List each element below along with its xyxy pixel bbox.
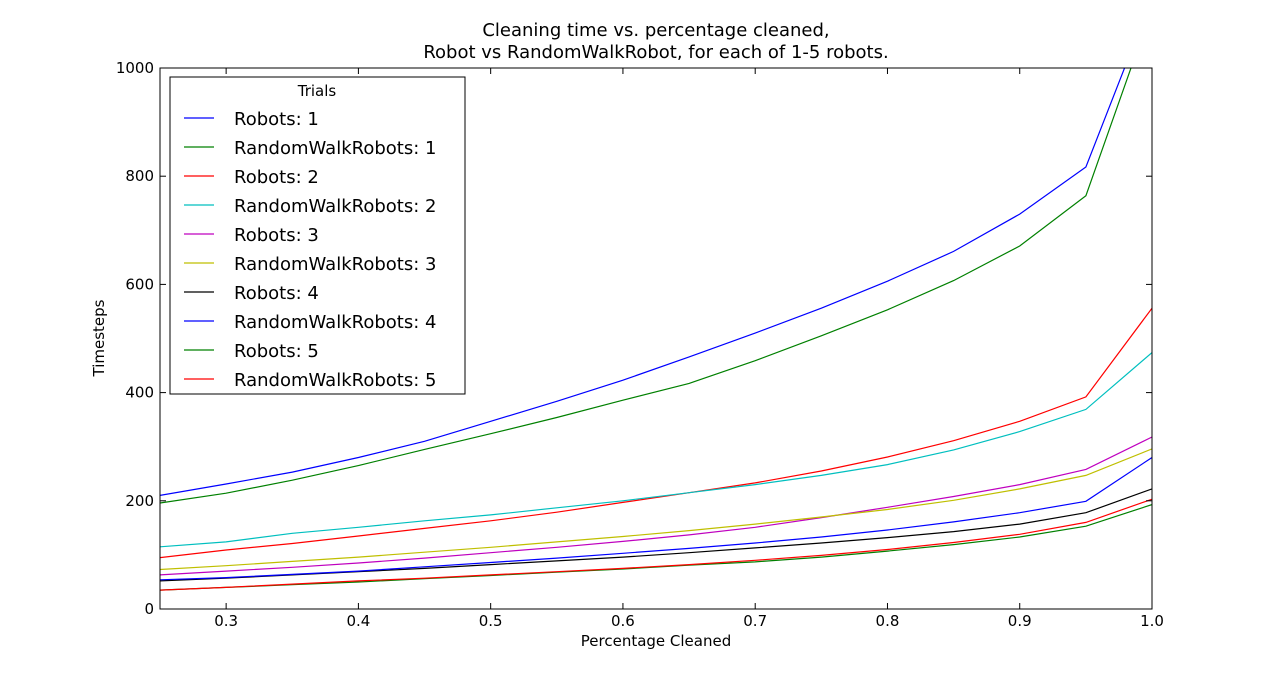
legend-label: RandomWalkRobots: 5 xyxy=(234,370,436,391)
series-line-10 xyxy=(160,498,1152,591)
series-line-6 xyxy=(160,448,1152,571)
x-axis-label: Percentage Cleaned xyxy=(581,632,731,650)
series-lines xyxy=(160,68,1152,591)
x-tick-label: 1.0 xyxy=(1140,612,1164,630)
x-tick-label: 0.4 xyxy=(346,612,370,630)
x-tick-label: 0.6 xyxy=(611,612,635,630)
series-line-4 xyxy=(160,352,1152,548)
x-tick-label: 0.7 xyxy=(743,612,767,630)
x-tick-label: 0.3 xyxy=(214,612,238,630)
legend-label: RandomWalkRobots: 4 xyxy=(234,312,436,333)
y-tick-label: 1000 xyxy=(116,59,154,77)
series-line-9 xyxy=(160,504,1152,591)
y-tick-label: 400 xyxy=(125,384,154,402)
legend-items: Robots: 1 RandomWalkRobots: 1 Robots: 2 Ran… xyxy=(184,109,436,391)
chart-subtitle: Robot vs RandomWalkRobot, for each of 1-… xyxy=(423,42,888,63)
series-line-8 xyxy=(160,456,1152,581)
legend-label: Robots: 1 xyxy=(234,109,319,130)
legend-label: RandomWalkRobots: 1 xyxy=(234,138,436,159)
plot-frame xyxy=(159,67,1153,610)
legend-box xyxy=(169,76,466,395)
y-tick-label: 200 xyxy=(125,492,154,510)
series-line-1 xyxy=(160,68,1126,496)
x-tick-label: 0.5 xyxy=(479,612,503,630)
chart-title: Cleaning time vs. percentage cleaned, xyxy=(482,20,829,41)
legend-title: Trials xyxy=(297,82,337,100)
legend-label: Robots: 2 xyxy=(234,167,319,188)
legend-label: RandomWalkRobots: 2 xyxy=(234,196,436,217)
series-line-3 xyxy=(160,307,1152,559)
y-tick-label: 600 xyxy=(125,275,154,293)
series-line-2 xyxy=(160,68,1132,504)
legend-label: RandomWalkRobots: 3 xyxy=(234,254,436,275)
y-tick-label: 800 xyxy=(125,167,154,185)
y-axis-label: Timesteps xyxy=(90,299,108,377)
x-tick-label: 0.8 xyxy=(876,612,900,630)
axis-ticks: 0.3 0.4 0.5 0.6 0.7 0.8 0.9 1.0 0 200 400 600 800 100… xyxy=(116,59,1164,630)
series-line-5 xyxy=(160,436,1152,576)
legend-label: Robots: 3 xyxy=(234,225,319,246)
legend-label: Robots: 5 xyxy=(234,341,319,362)
x-tick-label: 0.9 xyxy=(1008,612,1032,630)
y-tick-label: 0 xyxy=(144,600,154,618)
legend-label: Robots: 4 xyxy=(234,283,319,304)
